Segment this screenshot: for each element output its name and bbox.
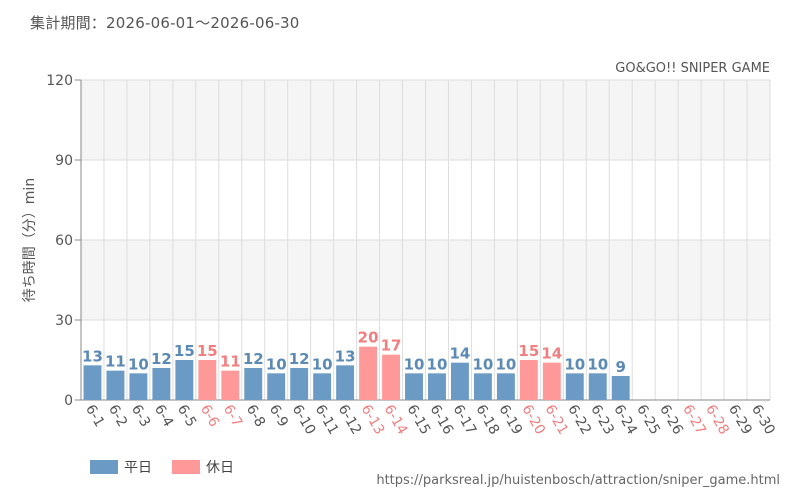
x-tick-label: 6-1 bbox=[82, 402, 107, 430]
x-tick-label: 6-8 bbox=[243, 402, 268, 430]
attraction-name: GO&GO!! SNIPER GAME bbox=[615, 61, 770, 76]
bar bbox=[221, 370, 240, 400]
bar bbox=[405, 373, 423, 400]
x-tick-label: 6-15 bbox=[404, 402, 434, 438]
bar-value-label: 12 bbox=[151, 350, 172, 368]
bar-value-label: 15 bbox=[518, 342, 539, 360]
x-tick-label: 6-3 bbox=[128, 402, 153, 430]
x-tick-label: 6-25 bbox=[633, 402, 663, 438]
bar bbox=[611, 376, 630, 400]
bar-value-label: 15 bbox=[174, 342, 195, 360]
bar bbox=[244, 368, 263, 400]
x-tick-label: 6-30 bbox=[748, 402, 778, 438]
bar bbox=[198, 360, 217, 400]
legend-label-weekday: 平日 bbox=[124, 460, 152, 476]
bar-value-label: 13 bbox=[335, 347, 356, 365]
bar-value-label: 10 bbox=[587, 355, 608, 373]
y-tick-label: 120 bbox=[46, 73, 73, 89]
bar bbox=[542, 362, 561, 400]
bar bbox=[267, 373, 286, 400]
bar-value-label: 17 bbox=[381, 337, 402, 355]
x-tick-label: 6-11 bbox=[312, 402, 342, 438]
legend-label-holiday: 休日 bbox=[206, 460, 234, 476]
bar bbox=[588, 373, 607, 400]
bar bbox=[152, 368, 171, 400]
bar bbox=[175, 360, 194, 400]
bar-value-label: 9 bbox=[615, 358, 625, 376]
x-tick-label: 6-12 bbox=[335, 402, 365, 438]
x-tick-label: 6-22 bbox=[564, 402, 594, 438]
x-tick-label: 6-20 bbox=[518, 402, 548, 438]
x-tick-label: 6-29 bbox=[725, 402, 755, 438]
bar bbox=[313, 373, 332, 400]
bar-value-label: 12 bbox=[243, 350, 264, 368]
bar-value-label: 10 bbox=[404, 355, 425, 373]
bar bbox=[359, 346, 378, 400]
bar-value-label: 10 bbox=[472, 355, 493, 373]
x-tick-label: 6-16 bbox=[427, 402, 457, 438]
bar bbox=[106, 370, 125, 400]
bar-value-label: 20 bbox=[358, 329, 379, 347]
source-url: https://parksreal.jp/huistenbosch/attrac… bbox=[376, 473, 780, 488]
bar-value-label: 14 bbox=[541, 345, 562, 363]
legend-item-holiday: 休日 bbox=[172, 457, 234, 477]
legend: 平日 休日 bbox=[90, 457, 234, 477]
x-tick-label: 6-17 bbox=[449, 402, 479, 438]
x-tick-label: 6-21 bbox=[541, 402, 571, 438]
bar bbox=[428, 373, 446, 400]
x-tick-label: 6-28 bbox=[702, 402, 732, 438]
x-tick-label: 6-26 bbox=[656, 402, 686, 438]
bar-value-label: 10 bbox=[427, 355, 448, 373]
y-tick-label: 30 bbox=[55, 313, 73, 329]
legend-item-weekday: 平日 bbox=[90, 457, 152, 477]
bar-value-label: 10 bbox=[495, 355, 516, 373]
x-tick-label: 6-14 bbox=[381, 402, 411, 438]
x-tick-label: 6-27 bbox=[679, 402, 709, 438]
bar bbox=[519, 360, 538, 400]
x-tick-label: 6-5 bbox=[174, 402, 199, 430]
x-tick-label: 6-19 bbox=[495, 402, 525, 438]
bar-value-label: 14 bbox=[450, 345, 471, 363]
bar bbox=[83, 365, 102, 400]
y-tick-label: 0 bbox=[64, 393, 73, 409]
bar-value-label: 11 bbox=[105, 353, 126, 371]
bar-value-label: 10 bbox=[266, 355, 287, 373]
bar bbox=[382, 354, 401, 400]
bar-value-label: 15 bbox=[197, 342, 218, 360]
y-tick-label: 90 bbox=[55, 153, 73, 169]
x-tick-label: 6-7 bbox=[220, 402, 245, 430]
bar bbox=[290, 368, 309, 400]
legend-swatch-holiday bbox=[172, 460, 200, 474]
x-tick-label: 6-4 bbox=[151, 402, 176, 430]
x-tick-label: 6-23 bbox=[587, 402, 617, 438]
bar bbox=[496, 373, 515, 400]
bar bbox=[473, 373, 492, 400]
legend-swatch-weekday bbox=[90, 460, 118, 474]
bar-value-label: 10 bbox=[312, 355, 333, 373]
bar bbox=[129, 373, 148, 400]
x-tick-label: 6-18 bbox=[472, 402, 502, 438]
bar bbox=[450, 362, 469, 400]
bar-value-label: 10 bbox=[564, 355, 585, 373]
bar-value-label: 12 bbox=[289, 350, 310, 368]
y-axis-label: 待ち時間（分）min bbox=[22, 178, 38, 302]
bar-value-label: 10 bbox=[128, 355, 149, 373]
x-tick-label: 6-2 bbox=[105, 402, 130, 430]
x-tick-label: 6-9 bbox=[266, 402, 291, 430]
y-tick-label: 60 bbox=[55, 233, 73, 249]
x-tick-label: 6-13 bbox=[358, 402, 388, 438]
period-label: 集計期間：2026-06-01〜2026-06-30 bbox=[30, 14, 300, 32]
bar-value-label: 11 bbox=[220, 353, 241, 371]
x-tick-label: 6-6 bbox=[197, 402, 222, 430]
x-tick-label: 6-10 bbox=[289, 402, 319, 438]
bar-value-label: 13 bbox=[82, 347, 103, 365]
bar bbox=[336, 365, 355, 400]
x-tick-label: 6-24 bbox=[610, 402, 640, 438]
bar bbox=[565, 373, 584, 400]
